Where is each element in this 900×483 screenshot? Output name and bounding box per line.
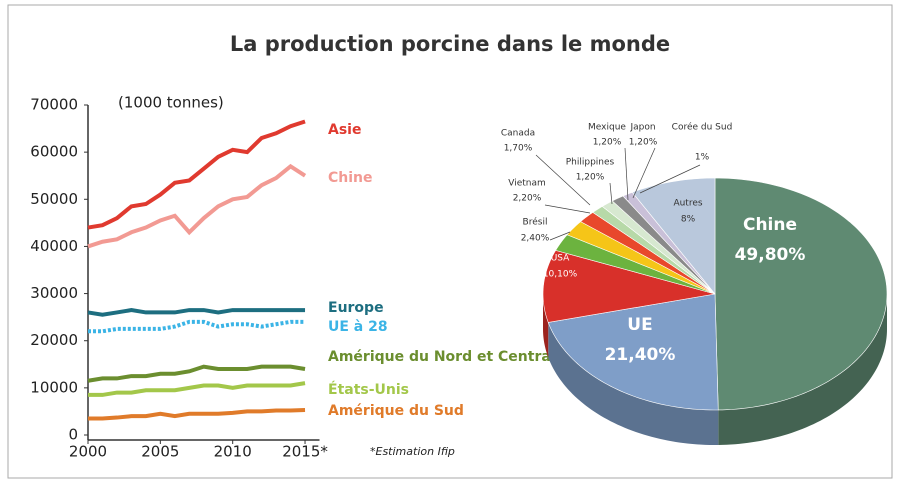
- pie-value-label: 1,70%: [504, 144, 533, 154]
- series-label: Chine: [328, 170, 373, 186]
- pie-label: UE: [627, 315, 652, 335]
- series-label: Amérique du Nord et Centrale: [328, 349, 565, 365]
- pie-label: Japon: [629, 123, 655, 133]
- pie-value-label: 1,20%: [629, 138, 658, 148]
- leader-line: [609, 182, 613, 205]
- pie-label: Corée du Sud: [672, 122, 733, 133]
- leader-line: [632, 147, 656, 199]
- series-line: [88, 408, 306, 421]
- series-line: [87, 163, 307, 249]
- pie-label: Autres: [673, 199, 702, 209]
- series-line: [87, 308, 306, 317]
- pie-side: [548, 322, 719, 445]
- pie-value-label: 21,40%: [605, 345, 676, 365]
- x-tick-label: 2000: [69, 443, 107, 461]
- pie-slice: [580, 211, 716, 295]
- title: La production porcine dans le monde: [230, 32, 670, 56]
- pie-label: Mexique: [588, 123, 626, 133]
- y-tick-label: 40000: [30, 237, 78, 255]
- pie-value-label: 1,20%: [593, 138, 622, 148]
- pie-label: Canada: [501, 129, 535, 139]
- pie-value-label: 2,20%: [513, 194, 542, 204]
- pie-label: USA: [551, 254, 570, 264]
- leader-line: [639, 164, 701, 194]
- pie-value-label: 10,10%: [543, 270, 578, 280]
- unit-note: (1000 tonnes): [118, 94, 224, 112]
- pie-slice: [566, 221, 716, 295]
- x-tick-label: 2010: [214, 443, 252, 461]
- leader-line: [544, 204, 591, 214]
- pie-slice: [631, 177, 716, 295]
- pie-slice: [714, 177, 888, 411]
- pie-label: Chine: [743, 215, 797, 235]
- y-tick-label: 10000: [30, 378, 78, 396]
- y-tick-label: 50000: [30, 190, 78, 208]
- series-label: Europe: [328, 300, 384, 316]
- pie-value-label: 8%: [681, 215, 696, 225]
- leader-line: [624, 147, 629, 201]
- pie-slice: [547, 293, 719, 411]
- series-label: UE à 28: [328, 319, 388, 335]
- leader-line: [549, 231, 571, 241]
- pie-value-label: 2,40%: [521, 234, 550, 244]
- series-label: États-Unis: [328, 381, 409, 398]
- series-label: Amérique du Sud: [328, 403, 464, 419]
- y-tick-label: 0: [68, 426, 78, 444]
- pie-value-label: 1,20%: [576, 173, 605, 183]
- pie-value-label: 1%: [695, 153, 710, 163]
- y-tick-label: 30000: [30, 284, 78, 302]
- y-tick-label: 70000: [30, 96, 78, 114]
- pie-side: [543, 294, 549, 358]
- leader-line: [535, 154, 591, 206]
- series-line: [87, 119, 306, 230]
- series-line: [87, 364, 306, 383]
- pie-value-label: 49,80%: [735, 245, 806, 265]
- pie-side: [718, 294, 887, 445]
- series-label: Asie: [328, 122, 361, 138]
- pie-label: Philippines: [566, 158, 615, 168]
- y-tick-label: 60000: [30, 143, 78, 161]
- pie-label: Vietnam: [508, 179, 546, 189]
- series-line: [88, 319, 306, 334]
- series-line: [88, 381, 306, 397]
- x-tick-label: 2005: [141, 443, 179, 461]
- x-tick-label: 2015*: [282, 443, 328, 461]
- pie-label: Brésil: [523, 217, 548, 228]
- pie-slice: [542, 250, 716, 323]
- y-tick-label: 20000: [30, 331, 78, 349]
- pie-slice: [555, 234, 716, 295]
- footnote: *Estimation Ifip: [370, 445, 455, 458]
